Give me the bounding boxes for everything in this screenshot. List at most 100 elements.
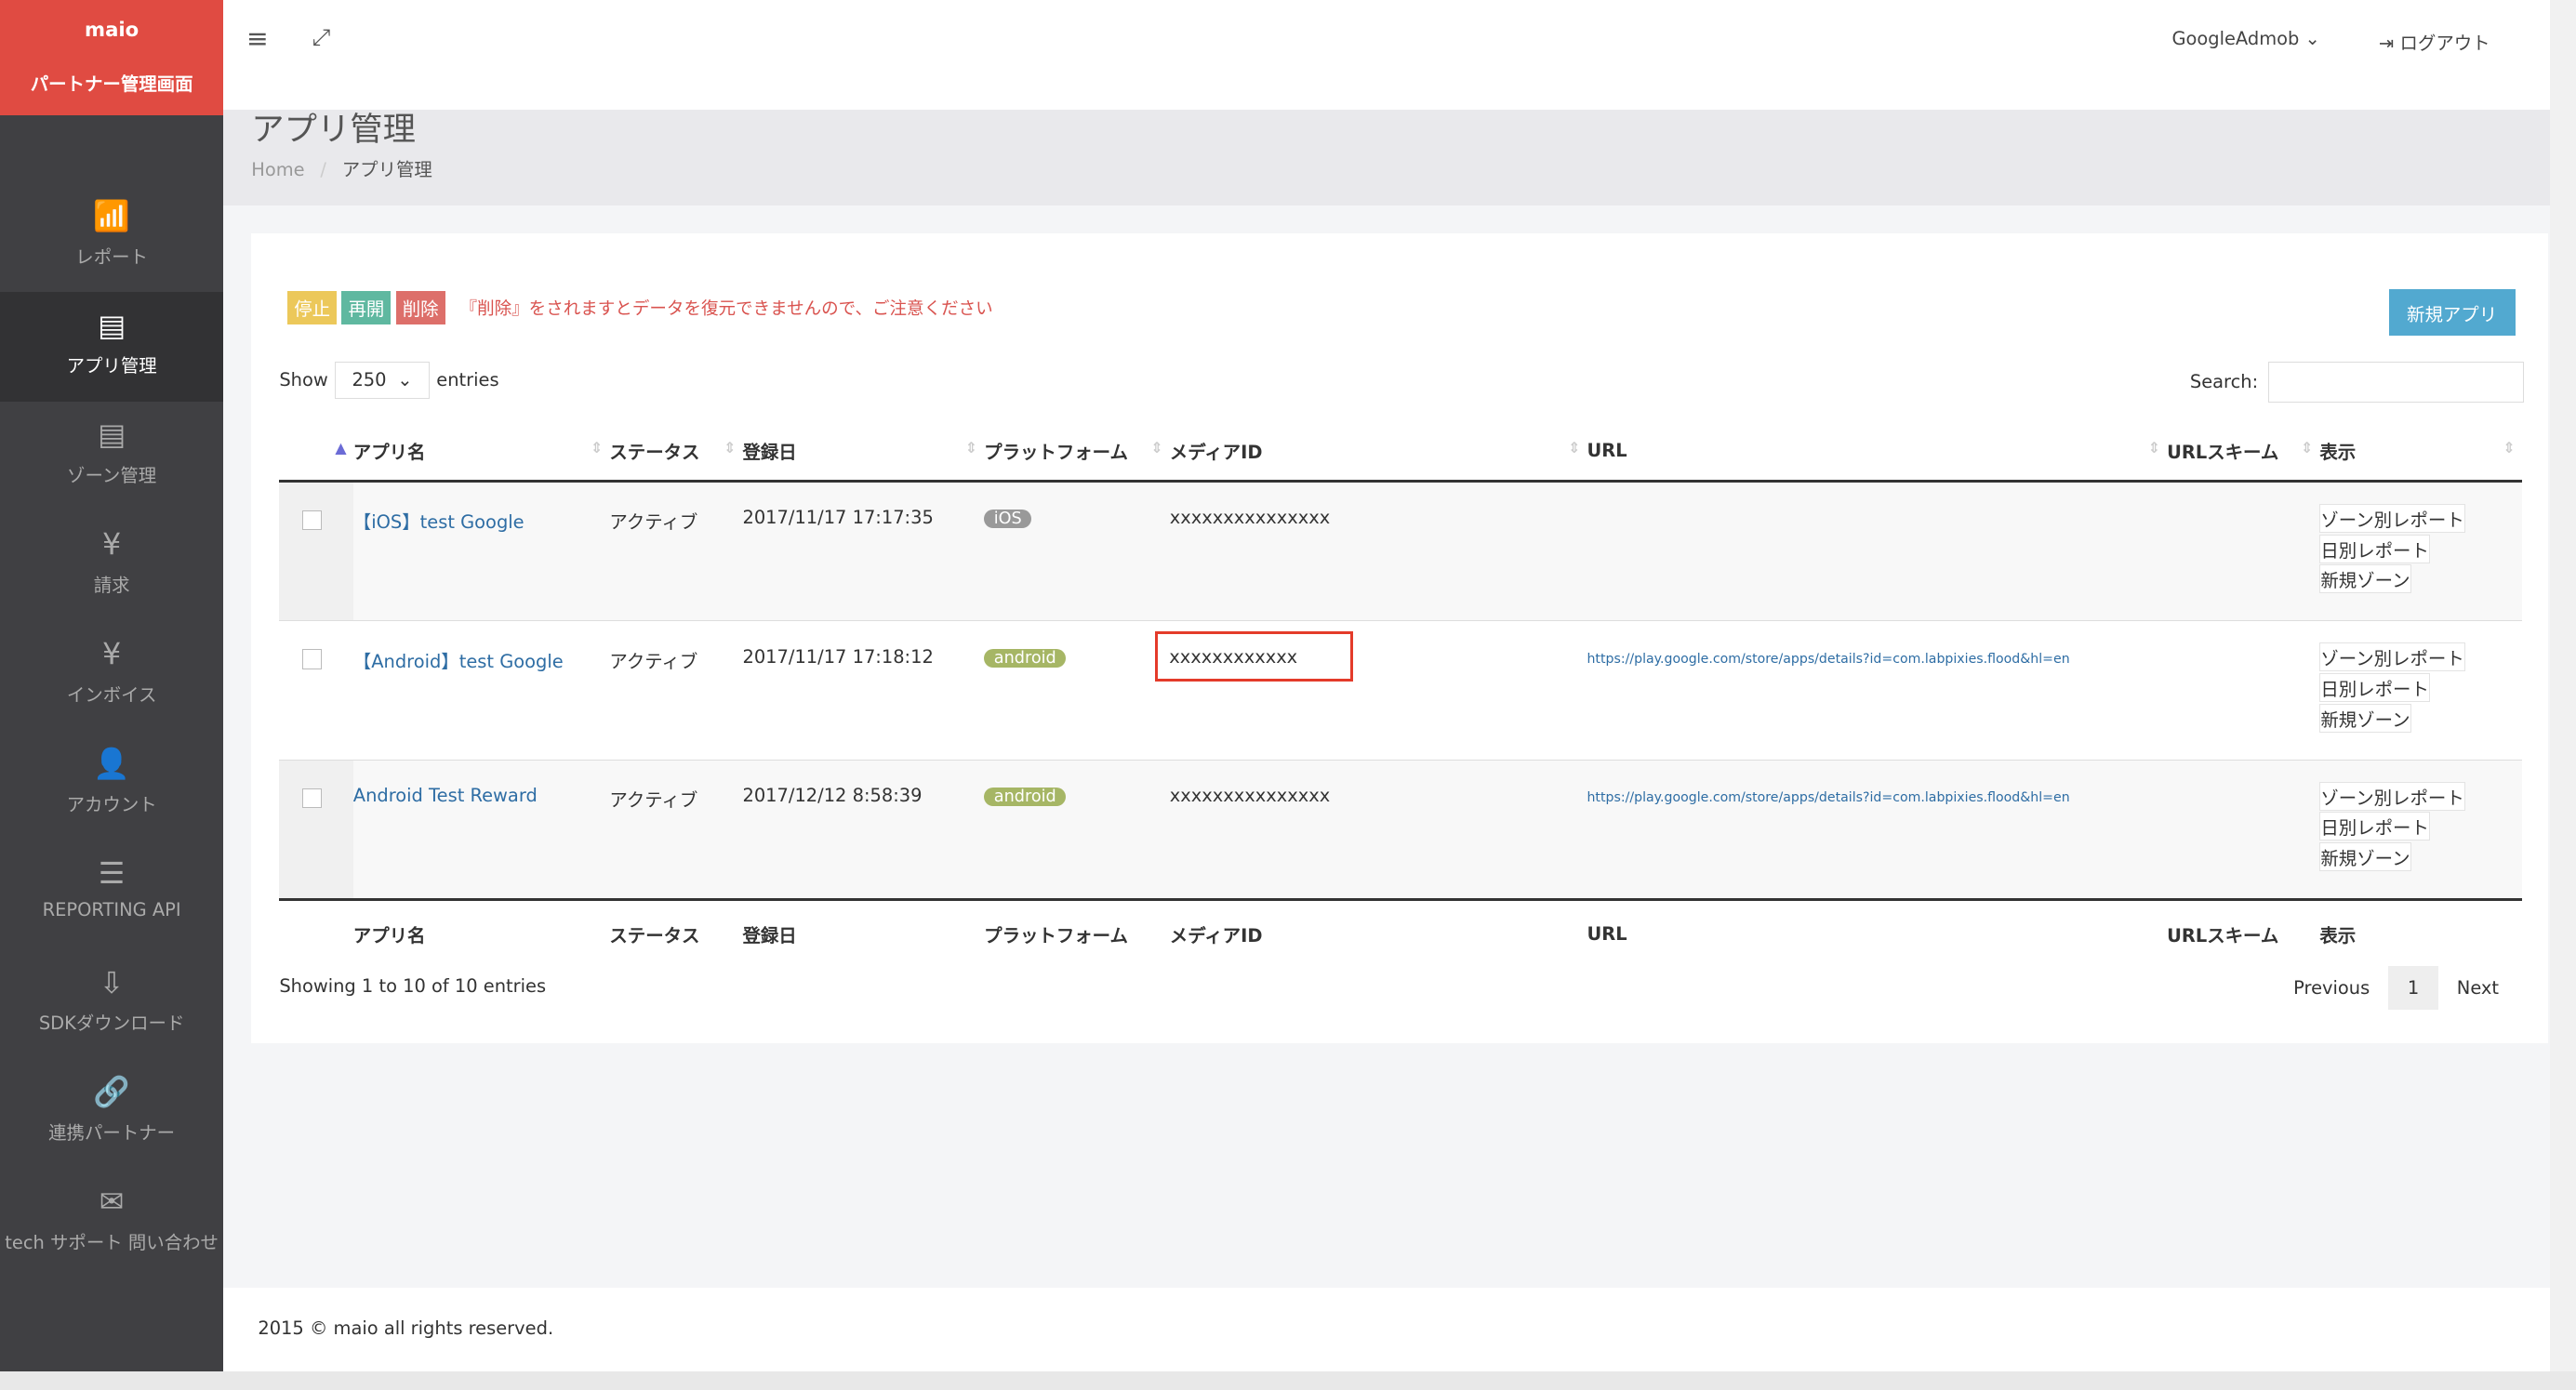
action-button-1[interactable]: 日別レポート [2319, 812, 2430, 841]
app-name-link[interactable]: 【iOS】test Google [352, 511, 524, 534]
new-app-button[interactable]: 新規アプリ [2388, 288, 2516, 337]
row-checkbox[interactable] [302, 788, 323, 809]
sidebar-item-0[interactable]: 📶 レポート [0, 182, 223, 292]
sidebar-item-label: アカウント [66, 793, 157, 815]
media-id: xxxxxxxxxxxxxxx [1169, 507, 1331, 529]
column-header-7[interactable]: 表示 ⇕ [2319, 420, 2522, 483]
app-name-link[interactable]: 【Android】test Google [352, 650, 564, 672]
page-1-button[interactable]: 1 [2387, 965, 2439, 1011]
copyright: 2015 © maio all rights reserved. [258, 1317, 554, 1339]
fullscreen-icon[interactable]: ⤢ [312, 22, 331, 50]
show-label: Show [279, 369, 328, 391]
table-row: 【iOS】test Google アクティブ 2017/11/17 17:17:… [279, 481, 2522, 622]
action-button-0[interactable]: ゾーン別レポート [2319, 503, 2465, 533]
column-header-6[interactable]: URLスキーム ⇕ [2167, 420, 2320, 483]
sidebar-item-label: アプリ管理 [66, 355, 157, 377]
list-bullet-icon: ☰ [98, 855, 126, 891]
horizontal-scrollbar[interactable] [0, 1371, 2576, 1390]
column-label: ステータス [609, 924, 700, 947]
column-header-1[interactable]: ステータス ⇕ [609, 420, 743, 483]
column-label: URL [1587, 922, 1627, 945]
delete-warning: 『削除』をされますとデータを復元できませんので、ご注意ください [459, 299, 993, 320]
list-icon: ▤ [98, 308, 126, 343]
footer-column-0: アプリ名 [353, 900, 610, 967]
column-label: メディアID [1169, 924, 1263, 947]
column-header-4[interactable]: メディアID ⇕ [1169, 420, 1587, 483]
app-name-link[interactable]: Android Test Reward [352, 785, 538, 807]
store-url-link[interactable]: https://play.google.com/store/apps/detai… [1587, 790, 2070, 806]
chevron-down-icon: ⌄ [397, 368, 413, 391]
link-icon: 🔗 [93, 1075, 130, 1110]
previous-button[interactable]: Previous [2293, 977, 2370, 999]
sidebar-item-1[interactable]: ▤ アプリ管理 [0, 291, 224, 402]
entries-select[interactable]: 250 ⌄ [334, 361, 431, 400]
sidebar-item-label: レポート [75, 245, 148, 268]
sidebar: maio パートナー管理画面 📶 レポート ▤ アプリ管理 ▤ ゾーン管理 ¥ 請求 ¥ インボイ… [0, 0, 224, 1372]
sort-icon[interactable]: ⇕ [724, 438, 737, 457]
status-legend: 停止 再開 削除 『削除』をされますとデータを復元できませんので、ご注意ください [287, 290, 993, 324]
action-button-1[interactable]: 日別レポート [2319, 534, 2430, 563]
column-header-0[interactable]: アプリ名 ⇕ [352, 420, 610, 483]
column-header-2[interactable]: 登録日 ⇕ [742, 420, 985, 483]
brand-logo[interactable]: maio パートナー管理画面 [0, 0, 224, 115]
action-button-2[interactable]: 新規ゾーン [2319, 703, 2411, 733]
footer-column-5: URL [1587, 900, 2167, 967]
sort-icon[interactable]: ⇕ [2147, 438, 2161, 457]
sidebar-item-label: REPORTING API [42, 898, 181, 920]
file-download-icon: ⇩ [99, 965, 125, 1000]
sort-icon[interactable]: ⇕ [2503, 438, 2516, 457]
next-button[interactable]: Next [2456, 977, 2500, 999]
footer-cell [279, 900, 352, 967]
sort-icon[interactable]: ⇕ [591, 438, 604, 457]
sidebar-item-5[interactable]: 👤 アカウント [0, 730, 223, 840]
sidebar-item-4[interactable]: ¥ インボイス [0, 620, 223, 730]
row-checkbox[interactable] [302, 649, 323, 669]
sidebar-item-label: SDKダウンロード [38, 1013, 185, 1035]
action-button-0[interactable]: ゾーン別レポート [2319, 642, 2465, 672]
footer-column-4: メディアID [1170, 900, 1587, 967]
sidebar-item-8[interactable]: 🔗 連携パートナー [0, 1059, 223, 1169]
column-label: アプリ名 [352, 924, 426, 947]
action-button-0[interactable]: ゾーン別レポート [2319, 781, 2465, 811]
entries-value: 250 [352, 368, 387, 391]
registered-date: 2017/12/12 8:58:39 [742, 785, 923, 807]
page-title: アプリ管理 [251, 111, 416, 150]
row-checkbox[interactable] [302, 510, 323, 531]
resume-tag: 再開 [341, 290, 392, 324]
sidebar-item-label: tech サポート 問い合わせ [5, 1232, 219, 1254]
envelope-icon: ✉ [99, 1185, 125, 1220]
sort-icon[interactable]: ⇕ [964, 438, 978, 457]
footer-column-2: 登録日 [742, 900, 984, 967]
sort-icon[interactable]: ⇕ [1150, 438, 1163, 457]
scrollbar[interactable] [2549, 0, 2576, 1372]
action-button-2[interactable]: 新規ゾーン [2319, 842, 2411, 872]
search-label: Search: [2189, 371, 2259, 393]
store-url-link[interactable]: https://play.google.com/store/apps/detai… [1587, 651, 2070, 667]
sort-icon[interactable]: ⇕ [2301, 438, 2314, 457]
sort-asc-icon[interactable]: ▲ [335, 438, 347, 457]
sort-icon[interactable]: ⇕ [1568, 438, 1581, 457]
action-button-2[interactable]: 新規ゾーン [2319, 564, 2411, 594]
sidebar-item-6[interactable]: ☰ REPORTING API [0, 840, 223, 949]
table-info: Showing 1 to 10 of 10 entries [279, 975, 547, 998]
column-label: 登録日 [742, 924, 797, 947]
sidebar-item-7[interactable]: ⇩ SDKダウンロード [0, 949, 223, 1059]
action-button-1[interactable]: 日別レポート [2319, 672, 2430, 702]
status: アクティブ [609, 511, 698, 534]
menu-toggle-icon[interactable]: ≡ [246, 22, 269, 54]
page-header: アプリ管理 Home / アプリ管理 [223, 110, 2576, 205]
column-header-5[interactable]: URL ⇕ [1587, 420, 2168, 483]
sidebar-item-3[interactable]: ¥ 請求 [0, 511, 223, 621]
sidebar-item-9[interactable]: ✉ tech サポート 問い合わせ [0, 1169, 223, 1278]
column-label: プラットフォーム [984, 441, 1128, 463]
search-input[interactable] [2267, 361, 2525, 403]
breadcrumb-home[interactable]: Home [251, 159, 305, 181]
account-dropdown[interactable]: GoogleAdmob ⌄ [2171, 28, 2320, 50]
url-scheme [2167, 621, 2319, 645]
column-header-3[interactable]: プラットフォーム ⇕ [984, 420, 1170, 483]
yen-icon: ¥ [102, 637, 122, 672]
brand-name: maio [85, 18, 139, 42]
sidebar-item-2[interactable]: ▤ ゾーン管理 [0, 402, 223, 511]
logout-link[interactable]: ⇥ ログアウト [2379, 28, 2490, 55]
registered-date: 2017/11/17 17:17:35 [742, 507, 934, 529]
